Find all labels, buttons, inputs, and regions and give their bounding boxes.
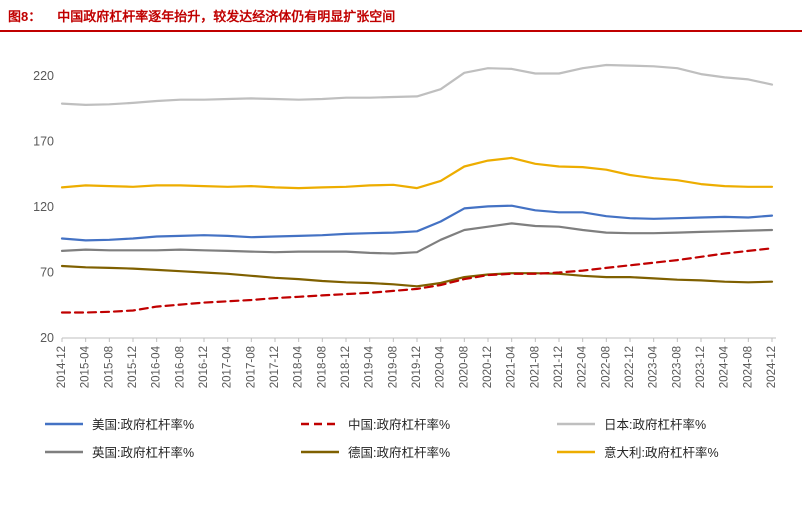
- x-axis-tick-label: 2017-04: [222, 345, 234, 388]
- x-axis-tick-label: 2015-08: [103, 346, 115, 388]
- chart-legend: 美国:政府杠杆率% 中国:政府杠杆率% 日本:政府杠杆率% 英国:政府杠杆率% 德国:政…: [0, 414, 802, 461]
- x-axis-tick-label: 2015-12: [127, 346, 139, 388]
- x-axis-tick-label: 2023-08: [671, 346, 683, 388]
- x-axis-tick-label: 2016-08: [174, 346, 186, 388]
- x-axis-tick-label: 2019-08: [387, 346, 399, 388]
- legend-swatch-japan: [557, 422, 595, 425]
- y-axis-tick-label: 220: [33, 69, 54, 83]
- legend-label: 中国:政府杠杆率%: [348, 418, 451, 432]
- x-axis-tick-label: 2021-04: [506, 345, 518, 388]
- legend-item-china: 中国:政府杠杆率%: [300, 414, 556, 433]
- x-axis-tick-label: 2020-08: [458, 346, 470, 388]
- x-axis-tick-label: 2020-12: [482, 346, 494, 388]
- x-axis-tick-label: 2015-04: [80, 345, 92, 388]
- legend-label: 日本:政府杠杆率%: [604, 418, 707, 432]
- y-axis-tick-label: 120: [33, 200, 54, 214]
- y-axis-tick-label: 70: [40, 266, 54, 280]
- header-rule: [0, 30, 802, 32]
- legend-label: 美国:政府杠杆率%: [92, 418, 195, 432]
- legend-label: 德国:政府杠杆率%: [348, 446, 451, 460]
- legend-item-germany: 德国:政府杠杆率%: [300, 442, 556, 461]
- legend-item-japan: 日本:政府杠杆率%: [556, 414, 802, 433]
- series-line-germany: [60, 264, 774, 288]
- figure-header: 图8： 中国政府杠杆率逐年抬升，较发达经济体仍有明显扩张空间: [0, 0, 802, 30]
- x-axis-tick-label: 2016-12: [198, 346, 210, 388]
- figure-number: 图8：: [8, 9, 42, 24]
- x-axis-tick-label: 2014-12: [56, 346, 68, 388]
- legend-item-uk: 英国:政府杠杆率%: [44, 442, 300, 461]
- legend-item-us: 美国:政府杠杆率%: [44, 414, 300, 433]
- x-axis-tick-label: 2024-04: [719, 345, 731, 388]
- x-axis-tick-label: 2018-12: [340, 346, 352, 388]
- y-axis-tick-label: 20: [40, 331, 54, 345]
- legend-label: 意大利:政府杠杆率%: [604, 446, 719, 460]
- y-axis-tick-label: 170: [33, 135, 54, 149]
- legend-item-italy: 意大利:政府杠杆率%: [556, 442, 802, 461]
- legend-swatch-uk: [45, 450, 83, 453]
- x-axis-tick-label: 2019-04: [364, 345, 376, 388]
- x-axis-tick-label: 2023-12: [695, 346, 707, 388]
- x-axis-tick-label: 2018-08: [316, 346, 328, 388]
- x-axis-tick-label: 2021-08: [529, 346, 541, 388]
- series-line-china: [60, 247, 774, 314]
- x-axis-tick-label: 2022-08: [600, 346, 612, 388]
- x-axis-tick-label: 2022-04: [577, 345, 589, 388]
- x-axis-tick-label: 2021-12: [553, 346, 565, 388]
- x-axis-tick-label: 2022-12: [624, 346, 636, 388]
- legend-swatch-italy: [557, 450, 595, 453]
- line-chart: 20 70 120 170 220 2014-12 2015-04 2015-08 2015-1…: [33, 63, 778, 388]
- x-axis-tick-label: 2020-04: [435, 345, 447, 388]
- legend-swatch-us: [45, 422, 83, 425]
- x-axis-tick-label: 2019-12: [411, 346, 423, 388]
- series-line-uk: [60, 222, 774, 255]
- figure-page: 图8： 中国政府杠杆率逐年抬升，较发达经济体仍有明显扩张空间 20 70 120 170…: [0, 0, 802, 461]
- x-axis-tick-label: 2024-12: [766, 346, 778, 388]
- x-axis-tick-label: 2016-04: [151, 345, 163, 388]
- x-axis-tick-label: 2018-04: [293, 345, 305, 388]
- x-axis-tick-label: 2023-04: [648, 345, 660, 388]
- series-line-italy: [60, 156, 774, 190]
- x-axis-tick-label: 2024-08: [742, 346, 754, 388]
- x-axis-tick-label: 2017-08: [245, 346, 257, 388]
- legend-swatch-china: [301, 422, 339, 425]
- figure-title: 中国政府杠杆率逐年抬升，较发达经济体仍有明显扩张空间: [57, 9, 396, 24]
- series-line-us: [60, 204, 774, 242]
- legend-swatch-germany: [301, 450, 339, 453]
- legend-label: 英国:政府杠杆率%: [92, 446, 195, 460]
- series-line-japan: [60, 63, 774, 107]
- x-axis-tick-label: 2017-12: [269, 346, 281, 388]
